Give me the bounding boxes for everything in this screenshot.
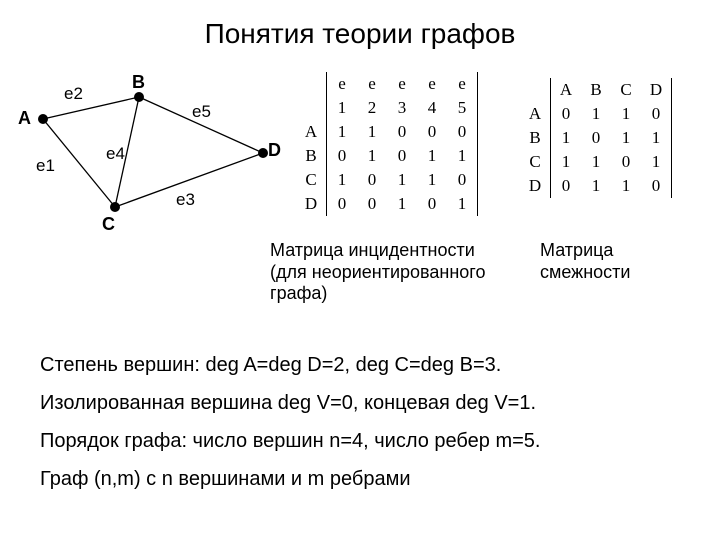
page-title: Понятия теории графов — [0, 18, 720, 50]
edge-label-e5: e5 — [192, 102, 211, 122]
body-line-4: Граф (n,m) с n вершинами и m ребрами — [40, 464, 411, 495]
vertex-B — [134, 92, 144, 102]
incidence-caption: Матрица инцидентности (для неориентирова… — [270, 240, 500, 305]
vertex-label-A: A — [18, 108, 31, 129]
edge-label-e2: e2 — [64, 84, 83, 104]
body-line-1: Степень вершин: deg A=deg D=2, deg C=deg… — [40, 350, 501, 381]
vertex-label-C: C — [102, 214, 115, 235]
vertex-label-D: D — [268, 140, 281, 161]
vertex-C — [110, 202, 120, 212]
body-line-2: Изолированная вершина deg V=0, концевая … — [40, 388, 536, 419]
vertex-D — [258, 148, 268, 158]
incidence-matrix: eeeee12345A11000B01011C10110D00101 — [296, 72, 478, 216]
vertex-A — [38, 114, 48, 124]
adjacency-matrix: ABCDA0110B1011C1101D0110 — [520, 78, 672, 198]
edge-label-e4: e4 — [106, 144, 125, 164]
adjacency-caption: Матрица смежности — [540, 240, 630, 283]
graph-diagram: ABCDe1e2e3e4e5 — [16, 80, 276, 240]
edge-label-e3: e3 — [176, 190, 195, 210]
edge-label-e1: e1 — [36, 156, 55, 176]
graph-edges-svg — [16, 80, 276, 240]
body-line-3: Порядок графа: число вершин n=4, число р… — [40, 426, 540, 457]
vertex-label-B: B — [132, 72, 145, 93]
